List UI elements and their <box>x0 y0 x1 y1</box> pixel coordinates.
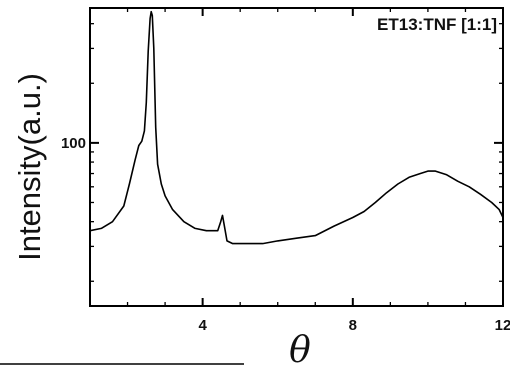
y-tick-label: 100 <box>61 135 86 152</box>
y-axis-title: Intensity(a.u.) <box>12 73 47 261</box>
x-axis-title: θ <box>289 330 311 367</box>
axis-ticks: 4 8 12 100 <box>61 8 510 334</box>
legend-label: ET13:TNF [1:1] <box>377 15 497 34</box>
x-tick-label: 4 <box>198 317 207 334</box>
intensity-curve <box>89 10 504 245</box>
x-tick-label: 12 <box>495 317 510 334</box>
plot-frame <box>89 7 504 307</box>
x-tick-label: 8 <box>349 317 357 334</box>
